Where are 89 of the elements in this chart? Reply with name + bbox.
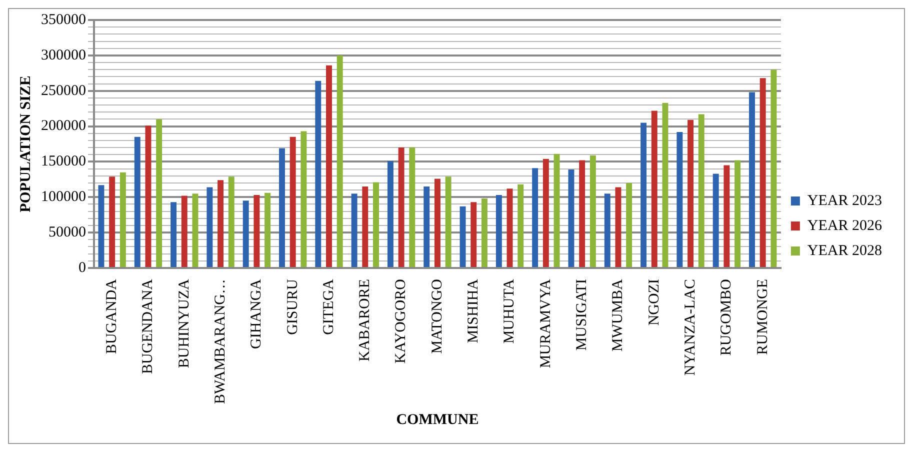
bar xyxy=(300,131,307,267)
bar xyxy=(470,202,477,267)
bar xyxy=(192,194,198,267)
bar xyxy=(542,158,549,267)
x-tick-label: KAYOGORO xyxy=(393,278,410,364)
y-tick-label: 0 xyxy=(78,260,86,276)
bar xyxy=(218,180,224,267)
x-tick-label: BUHINYUZA xyxy=(176,278,192,368)
x-tick-label: MISHIHA xyxy=(466,278,482,344)
bar xyxy=(770,70,777,267)
bar xyxy=(170,202,177,267)
x-tick-label: BUGENDANA xyxy=(140,278,156,374)
bar xyxy=(362,186,368,267)
bar xyxy=(481,198,488,267)
bar xyxy=(676,132,683,267)
x-tick-label: MWUMBA xyxy=(610,278,626,352)
bar xyxy=(424,186,430,267)
y-tick-label: 350000 xyxy=(41,12,86,28)
bar xyxy=(518,184,524,267)
bar xyxy=(134,136,140,267)
x-tick-label: GITEGA xyxy=(320,278,337,335)
bar xyxy=(398,148,404,267)
bar xyxy=(445,176,452,267)
x-tick-label: GIHANGA xyxy=(248,278,265,349)
bar xyxy=(604,194,610,267)
bar xyxy=(698,114,704,267)
y-tick-label: 300000 xyxy=(41,47,86,64)
bar xyxy=(181,196,188,267)
y-tick-label: 150000 xyxy=(41,154,86,170)
bar xyxy=(409,148,416,267)
x-tick-label: GISURU xyxy=(284,278,301,335)
y-tick-label: 200000 xyxy=(41,118,86,134)
bar xyxy=(688,120,694,267)
x-tick-label: MUHUTA xyxy=(502,278,518,344)
bar xyxy=(98,185,104,267)
bar xyxy=(615,187,622,267)
bar xyxy=(351,194,358,267)
x-tick-label: RUMONGE xyxy=(754,278,771,355)
x-tick-label: MURAMVYA xyxy=(538,278,554,368)
bar xyxy=(387,161,394,267)
bar xyxy=(120,172,126,267)
y-tick-label: 100000 xyxy=(41,189,86,206)
y-tick-label: 50000 xyxy=(48,224,86,240)
bar xyxy=(109,176,116,267)
bar xyxy=(506,188,513,267)
bar xyxy=(206,187,213,267)
bar xyxy=(496,195,502,267)
bar xyxy=(734,160,741,267)
bar xyxy=(760,78,766,267)
bar xyxy=(712,174,719,267)
bar xyxy=(315,80,322,267)
bar xyxy=(290,136,296,267)
x-axis-title: COMMUNE xyxy=(396,412,479,428)
bar xyxy=(662,102,668,267)
x-tick-label: BUGANDA xyxy=(104,278,120,354)
bar xyxy=(264,192,271,267)
bar xyxy=(532,168,538,267)
legend-label: YEAR 2028 xyxy=(807,242,882,259)
bar xyxy=(460,206,466,267)
bar xyxy=(749,92,755,267)
bar xyxy=(640,122,647,267)
legend-label: YEAR 2023 xyxy=(807,192,882,209)
bar xyxy=(336,55,343,267)
bar xyxy=(228,176,234,267)
bar xyxy=(651,110,658,267)
x-tick-label: KABARORE xyxy=(357,278,374,362)
bar xyxy=(434,178,440,267)
x-tick-label: RUGOMBO xyxy=(718,278,735,356)
bar xyxy=(156,119,162,267)
bar xyxy=(279,148,285,267)
bar xyxy=(254,195,260,267)
legend-label: YEAR 2026 xyxy=(807,218,882,234)
bar xyxy=(568,170,574,267)
bar xyxy=(724,165,730,267)
bar xyxy=(373,182,379,267)
bar xyxy=(326,65,332,267)
y-axis-title: POPULATION SIZE xyxy=(18,76,34,212)
bar xyxy=(626,182,632,267)
bar xyxy=(242,200,249,267)
bar xyxy=(579,160,586,267)
x-tick-label: NGOZI xyxy=(646,278,662,326)
bar xyxy=(554,154,560,267)
x-tick-label: MUSIGATI xyxy=(574,278,590,351)
x-tick-label: NYANZA-LAC xyxy=(682,278,698,376)
y-tick-label: 250000 xyxy=(41,82,86,99)
bar xyxy=(145,126,152,267)
bar xyxy=(590,155,596,267)
x-tick-label: BWAMBARANG… xyxy=(212,278,228,404)
x-tick-label: MATONGO xyxy=(429,278,446,354)
